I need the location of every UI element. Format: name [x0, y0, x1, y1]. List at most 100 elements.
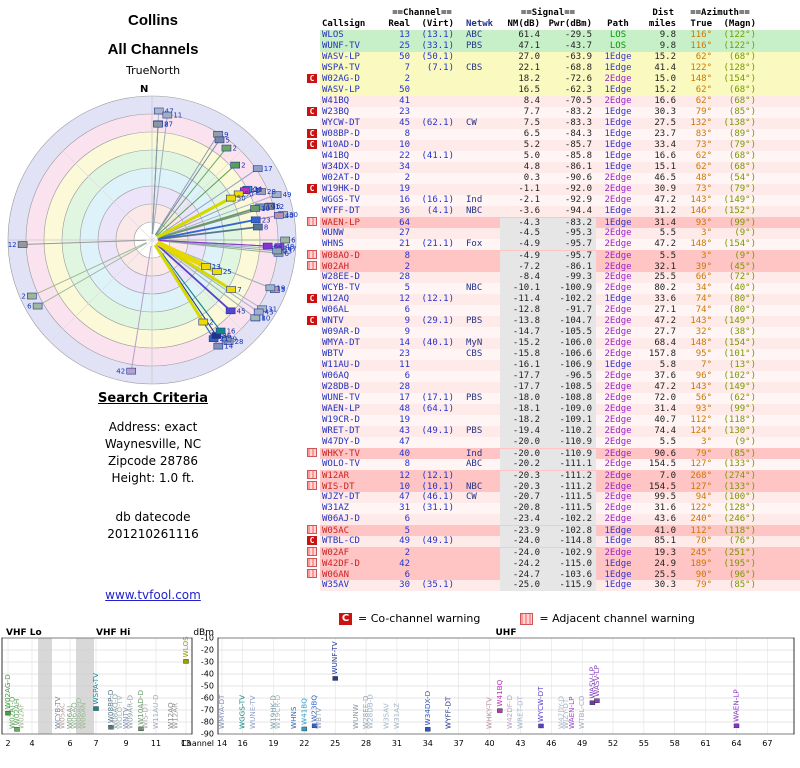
warning-cell [306, 261, 320, 274]
cell-azimuth-magnetic: (68°) [728, 162, 756, 172]
tvfool-link[interactable]: www.tvfool.com [105, 588, 201, 602]
cell-miles: 37.6 [654, 371, 676, 381]
cell-callsign: W31AZ [322, 503, 350, 513]
cell-callsign: W47DY-D [322, 437, 360, 447]
report-title-line2: All Channels [107, 41, 199, 58]
chart-station-label: W34DX-D [423, 690, 432, 725]
radar-bearing-line [157, 240, 278, 252]
radar-bearing-line [157, 218, 256, 240]
radar-station-marker [256, 188, 266, 195]
radar-station-marker [221, 144, 232, 152]
table-row: C WTBL-CD 49 (49.1) -24.0 -114.8 1Edge 85.1 70° (… [306, 536, 800, 547]
cell-azimuth-true: 240° [690, 514, 712, 524]
cell-callsign: WSPA-TV [322, 63, 360, 73]
dbm-tick-label: -90 [201, 730, 214, 739]
cell-noise-margin: -16.1 [500, 360, 544, 371]
cell-azimuth-magnetic: (149°) [723, 316, 756, 326]
radar-station-marker [213, 130, 223, 138]
cell-azimuth-magnetic: (102°) [723, 371, 756, 381]
cell-virtual-channel: (62.1) [421, 118, 454, 128]
cell-path: 2Edge [604, 283, 632, 293]
cell-noise-margin: -3.6 [518, 206, 540, 216]
vhf-hi-label: VHF Hi [96, 628, 130, 638]
chart-station-label: WLOS [181, 636, 190, 658]
cell-real-channel: 8 [404, 251, 410, 261]
radar-bearing-line [22, 239, 147, 246]
chart-station-label: W41BQ [299, 698, 308, 725]
chart-station-label: W09AR-D [126, 695, 135, 729]
radar-station-marker [213, 342, 224, 350]
channel-tick-label: 67 [762, 739, 772, 748]
cell-miles: 23.7 [654, 129, 676, 139]
cell-real-channel: 50 [399, 52, 410, 62]
co-channel-warning-icon: C [307, 316, 317, 325]
chart-station-label: WMYA-DT [217, 694, 226, 729]
cell-miles: 9.8 [659, 30, 676, 40]
cell-power: -103.6 [544, 570, 596, 581]
radar-channel-label: 19 [266, 203, 275, 211]
cell-azimuth-true: 148° [690, 239, 712, 249]
cell-path: 2Edge [604, 482, 632, 492]
cell-real-channel: 22 [399, 151, 410, 161]
warning-cell: C [306, 316, 320, 327]
cell-path: 2Edge [604, 228, 632, 238]
cell-azimuth-true: 143° [690, 382, 712, 392]
cell-path: 1Edge [604, 85, 632, 95]
chart-station-marker [594, 698, 600, 703]
cell-miles: 27.5 [654, 118, 676, 128]
radar-station-marker [274, 212, 284, 219]
cell-path: 2Edge [604, 371, 632, 381]
cell-azimuth-true: 3° [701, 437, 712, 447]
table-row: WHNS 21 (21.1) Fox -4.9 -95.7 2Edge 47.2 148° (15… [306, 239, 800, 250]
cell-azimuth-magnetic: (101°) [723, 349, 756, 359]
cell-real-channel: 27 [399, 228, 410, 238]
cell-noise-margin: -8.4 [500, 272, 544, 283]
table-row: W34DX-D 34 4.8 -86.1 1Edge 15.1 62° (68°) [306, 162, 800, 173]
radar-station-marker [153, 107, 164, 115]
cell-miles: 80.2 [654, 283, 676, 293]
cell-power: -72.6 [564, 74, 592, 84]
group-azimuth: ==Azimuth== [690, 8, 750, 18]
cell-virtual-channel: (7.1) [426, 63, 454, 73]
cell-real-channel: 41 [399, 96, 410, 106]
cell-miles: 15.2 [654, 85, 676, 95]
cell-real-channel: 45 [399, 118, 410, 128]
cell-callsign: W06AL [322, 305, 350, 315]
radar-channel-label: 12 [275, 203, 284, 211]
cell-power: -102.8 [544, 526, 596, 537]
cell-azimuth-true: 96° [695, 371, 712, 381]
table-row: W08AO-D 8 -4.9 -95.7 2Edge 5.5 3° (9°) [306, 250, 800, 262]
cell-azimuth-true: 62° [695, 162, 712, 172]
cell-path: 2Edge [604, 338, 632, 348]
cell-virtual-channel: (40.1) [421, 338, 454, 348]
cell-real-channel: 14 [399, 338, 410, 348]
col-pwr: Pwr(dBm) [548, 19, 592, 29]
cell-azimuth-magnetic: (130°) [723, 426, 756, 436]
chart-station-marker [311, 723, 318, 729]
warning-cell: C [306, 74, 320, 85]
cell-callsign: W10AD-D [322, 140, 360, 150]
cell-power: -109.0 [544, 404, 596, 415]
cell-azimuth-magnetic: (79°) [728, 184, 756, 194]
cell-real-channel: 19 [399, 184, 410, 194]
cell-path: 1Edge [604, 140, 632, 150]
cell-azimuth-magnetic: (118°) [723, 526, 756, 536]
cell-callsign: W19HK-D [322, 184, 360, 194]
cell-azimuth-true: 48° [695, 173, 712, 183]
cell-path: 1Edge [604, 536, 632, 546]
radar-channel-label: 42 [116, 368, 125, 376]
table-row: WSPA-TV 7 (7.1) CBS 22.1 -68.8 1Edge 41.4 122° (1… [306, 63, 800, 74]
radar-channel-label: 17 [264, 165, 273, 173]
cell-miles: 15.1 [654, 162, 676, 172]
cell-callsign: WYCW-DT [322, 118, 360, 128]
uhf-label: UHF [496, 628, 517, 638]
cell-power: -95.3 [544, 228, 596, 239]
warning-cell [306, 558, 320, 571]
cell-callsign: WIS-DT [322, 482, 355, 492]
co-channel-warning-icon: C [307, 140, 317, 149]
adjacent-warning-icon [307, 481, 317, 490]
warning-cell [306, 569, 320, 582]
cell-power: -83.2 [564, 107, 592, 117]
cell-noise-margin: -18.2 [500, 415, 544, 426]
dbm-tick-label: -80 [201, 718, 214, 727]
